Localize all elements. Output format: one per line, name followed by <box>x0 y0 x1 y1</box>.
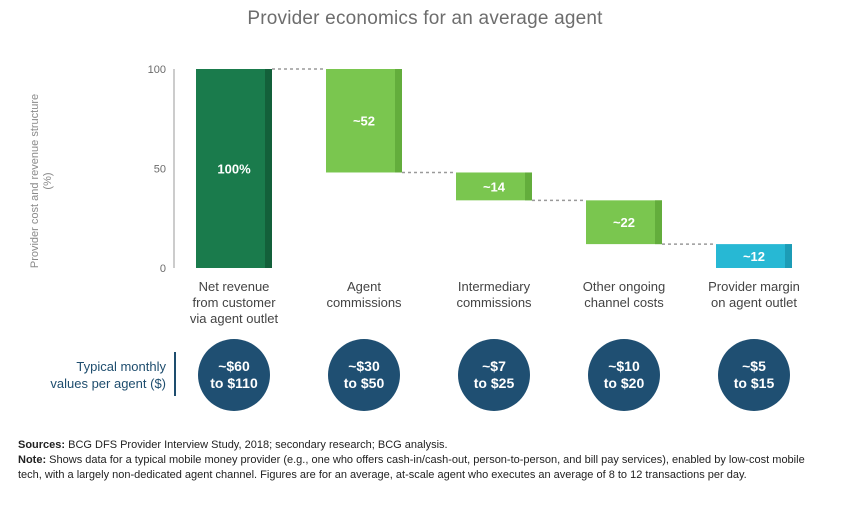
monthly-value-circle: ~$7 to $25 <box>458 339 530 411</box>
category-label-line: Intermediary <box>458 279 531 294</box>
monthly-value-circle: ~$5 to $15 <box>718 339 790 411</box>
bar-shade <box>395 69 402 173</box>
monthly-value-circle: ~$60 to $110 <box>198 339 270 411</box>
note-text: Shows data for a typical mobile money pr… <box>18 454 805 481</box>
category-label-line: channel costs <box>584 295 664 310</box>
sources-label: Sources: <box>18 439 66 451</box>
bar <box>586 200 662 245</box>
y-tick-label: 0 <box>160 263 166 275</box>
category-label-line: commissions <box>326 295 402 310</box>
category-label: Intermediary commissions <box>456 279 532 310</box>
bar-value-label: ~14 <box>483 179 506 194</box>
monthly-value-circle: ~$30 to $50 <box>328 339 400 411</box>
bar-value-label: ~52 <box>353 114 375 129</box>
bar-shade <box>265 69 272 268</box>
bar <box>326 69 402 173</box>
category-label: Net revenue from customer via agent outlet <box>190 279 279 326</box>
category-label-line: Net revenue <box>199 279 270 294</box>
category-label: Other ongoing channel costs <box>583 279 665 310</box>
y-tick-label: 50 <box>154 164 166 176</box>
bar-value-label: ~22 <box>613 215 635 230</box>
bar-shade <box>785 244 792 268</box>
category-label-line: on agent outlet <box>711 295 797 310</box>
monthly-values-divider <box>174 352 176 396</box>
category-label-line: via agent outlet <box>190 311 279 326</box>
bar-value-label: 100% <box>217 162 251 177</box>
bar-value-label: ~12 <box>743 249 765 264</box>
category-label-line: commissions <box>456 295 532 310</box>
waterfall-chart: 0 50 100 100% Net revenue from customer via ag… <box>148 64 800 326</box>
note-label: Note: <box>18 454 47 466</box>
category-label: Agent commissions <box>326 279 402 310</box>
category-label-line: Agent <box>347 279 381 294</box>
category-label-line: from customer <box>192 295 276 310</box>
bar-shade <box>655 200 662 245</box>
category-label-line: Provider margin <box>708 279 800 294</box>
bar <box>456 172 532 201</box>
category-label-line: Other ongoing <box>583 279 665 294</box>
bar <box>196 69 272 268</box>
y-tick-label: 100 <box>148 64 166 76</box>
category-label: Provider margin on agent outlet <box>708 279 800 310</box>
sources-text: BCG DFS Provider Interview Study, 2018; … <box>68 439 448 451</box>
notes: Sources: BCG DFS Provider Interview Stud… <box>18 438 830 483</box>
chart-title: Provider economics for an average agent <box>247 8 603 29</box>
monthly-values-label: Typical monthly values per agent ($) <box>50 359 166 391</box>
monthly-value-circle: ~$10 to $20 <box>588 339 660 411</box>
bar <box>716 244 792 268</box>
bar-shade <box>525 172 532 201</box>
